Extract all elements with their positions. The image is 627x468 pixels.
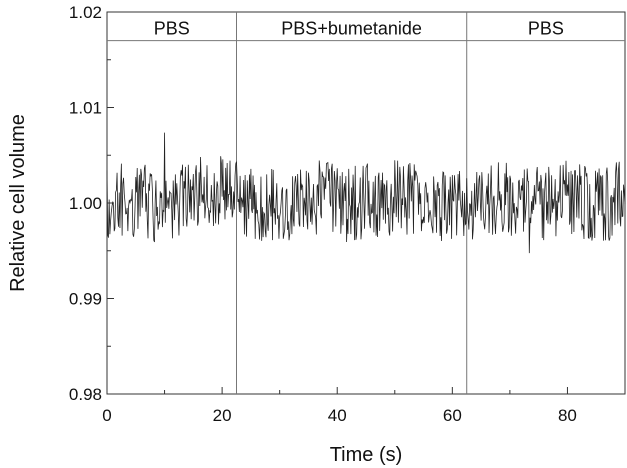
y-axis-title: Relative cell volume [7, 114, 29, 292]
x-tick-label: 60 [443, 406, 462, 425]
phase-label: PBS [528, 19, 564, 39]
phase-label: PBS+bumetanide [281, 19, 422, 39]
x-axis-ticks: 0 20 40 60 80 [102, 387, 577, 425]
x-axis-title: Time (s) [330, 444, 403, 466]
series-line [106, 132, 626, 254]
x-tick-label: 20 [213, 406, 232, 425]
y-tick-label: 1.00 [69, 194, 102, 213]
x-tick-label: 40 [328, 406, 347, 425]
y-tick-label: 1.01 [69, 99, 102, 118]
y-tick-label: 0.98 [69, 385, 102, 404]
phase-label: PBS [154, 19, 190, 39]
y-tick-label: 0.99 [69, 290, 102, 309]
x-tick-label: 0 [102, 406, 111, 425]
phase-labels: PBS PBS+bumetanide PBS [154, 19, 564, 39]
y-axis-ticks: 0.98 0.99 1.00 1.01 1.02 [69, 3, 114, 404]
x-tick-label: 80 [558, 406, 577, 425]
y-tick-label: 1.02 [69, 3, 102, 22]
